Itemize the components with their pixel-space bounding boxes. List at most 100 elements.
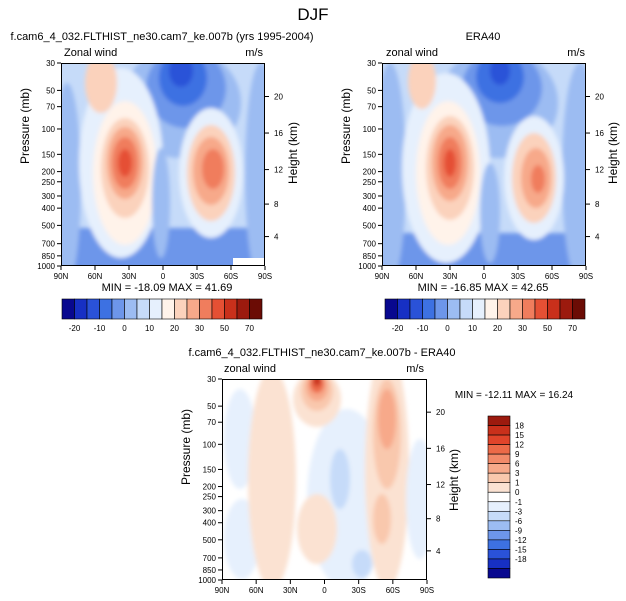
y-tick-label: 50 — [207, 402, 216, 411]
units-label: m/s — [406, 363, 424, 375]
y-tick-label: 500 — [42, 221, 56, 230]
colorbar-swatch — [487, 425, 511, 436]
colorbar-label: 30 — [518, 324, 527, 333]
height-tick-label: 4 — [595, 233, 600, 242]
colorbar-swatch — [397, 298, 411, 320]
y-tick-label: 250 — [42, 178, 56, 187]
minmax-stats: MIN = -18.09 MAX = 41.69 — [102, 282, 233, 294]
colorbar-swatch — [522, 298, 536, 320]
colorbar-swatch — [572, 298, 586, 320]
colorbar-swatch — [199, 298, 213, 320]
colorbar-label: 70 — [245, 324, 254, 333]
colorbar-label: -15 — [515, 545, 527, 554]
y-tick-label: 200 — [203, 483, 217, 492]
colorbar-swatch — [124, 298, 138, 320]
y-tick-label: 1000 — [358, 262, 376, 271]
variable-label: Zonal wind — [64, 47, 117, 59]
colorbar-label: -20 — [69, 324, 81, 333]
colorbar-swatch — [487, 472, 511, 484]
colorbar-swatch — [459, 298, 473, 320]
colorbar-swatch — [86, 298, 100, 320]
y-tick-label: 1000 — [37, 262, 55, 271]
y-tick-label: 100 — [363, 125, 377, 134]
colorbar-label: 70 — [568, 324, 577, 333]
colorbar-swatch — [487, 549, 511, 560]
height-tick-label: 16 — [436, 444, 445, 453]
y-tick-label: 250 — [363, 178, 377, 187]
colorbar-swatch — [487, 558, 511, 569]
colorbar-label: 30 — [195, 324, 204, 333]
y-axis-right-label: Height (km) — [447, 449, 461, 511]
colorbar-swatch — [487, 453, 511, 464]
colorbar-label: -12 — [515, 536, 527, 545]
colorbar-swatch — [487, 434, 511, 445]
y-tick-label: 30 — [46, 59, 55, 68]
x-tick-label: 90S — [258, 272, 272, 281]
colorbar-swatch — [434, 298, 448, 320]
y-tick-label: 850 — [363, 252, 377, 261]
colorbar-label: -10 — [94, 324, 106, 333]
colorbar-swatch — [487, 539, 511, 550]
colorbar-label: -18 — [515, 555, 527, 564]
x-tick-label: 30N — [283, 586, 298, 595]
y-axis-label: Pressure (mb) — [179, 409, 193, 485]
height-tick-label: 8 — [274, 200, 279, 209]
colorbar-label: 3 — [515, 469, 520, 478]
colorbar-swatch — [149, 298, 163, 320]
height-tick-label: 20 — [595, 92, 604, 101]
colorbar-label: 1 — [515, 479, 520, 488]
y-tick-label: 70 — [207, 418, 216, 427]
colorbar-label: 6 — [515, 460, 520, 469]
y-axis-label: Pressure (mb) — [18, 88, 32, 164]
panel-model: f.cam6_4_032.FLTHIST_ne30.cam7_ke.007b (… — [10, 31, 313, 333]
x-tick-label: 60N — [409, 272, 424, 281]
colorbar-label: -3 — [515, 507, 523, 516]
colorbar-label: 10 — [145, 324, 154, 333]
x-tick-label: 60S — [224, 272, 238, 281]
colorbar-swatch — [99, 298, 113, 320]
y-tick-label: 150 — [203, 465, 217, 474]
colorbar-label: 50 — [220, 324, 229, 333]
panel-title: ERA40 — [466, 31, 501, 43]
x-tick-label: 90N — [54, 272, 69, 281]
colorbar-swatch — [487, 501, 511, 512]
x-tick-label: 0 — [482, 272, 487, 281]
y-tick-label: 300 — [42, 192, 56, 201]
colorbar-swatch — [384, 298, 398, 320]
colorbar-label: 15 — [515, 431, 524, 440]
colorbar-label: 0 — [122, 324, 127, 333]
contour-field — [61, 63, 265, 266]
colorbar-swatch — [487, 568, 511, 579]
colorbar-swatch — [186, 298, 200, 320]
height-tick-label: 20 — [436, 408, 445, 417]
y-tick-label: 400 — [203, 519, 217, 528]
contour-field — [222, 379, 427, 580]
colorbar-label: -20 — [392, 324, 404, 333]
variable-label: zonal wind — [386, 47, 438, 59]
y-tick-label: 250 — [203, 493, 217, 502]
y-tick-label: 200 — [42, 168, 56, 177]
height-tick-label: 8 — [436, 515, 441, 524]
colorbar-label: -6 — [515, 517, 523, 526]
colorbar-label: 0 — [445, 324, 450, 333]
y-axis-right-label: Height (km) — [606, 122, 620, 184]
colorbar-swatch — [249, 298, 263, 320]
y-tick-label: 70 — [46, 103, 55, 112]
x-tick-label: 30S — [352, 586, 366, 595]
colorbar-swatch — [211, 298, 225, 320]
x-tick-label: 60S — [545, 272, 559, 281]
x-tick-label: 0 — [322, 586, 327, 595]
y-tick-label: 300 — [363, 192, 377, 201]
colorbar-label: -10 — [417, 324, 429, 333]
y-tick-label: 70 — [367, 103, 376, 112]
x-tick-label: 60N — [249, 586, 264, 595]
x-tick-label: 30N — [443, 272, 458, 281]
units-label: m/s — [567, 47, 585, 59]
y-tick-label: 50 — [367, 86, 376, 95]
y-tick-label: 500 — [203, 536, 217, 545]
colorbar-label: 9 — [515, 450, 520, 459]
variable-label: zonal wind — [224, 363, 276, 375]
y-tick-label: 100 — [42, 125, 56, 134]
x-tick-label: 60S — [386, 586, 400, 595]
